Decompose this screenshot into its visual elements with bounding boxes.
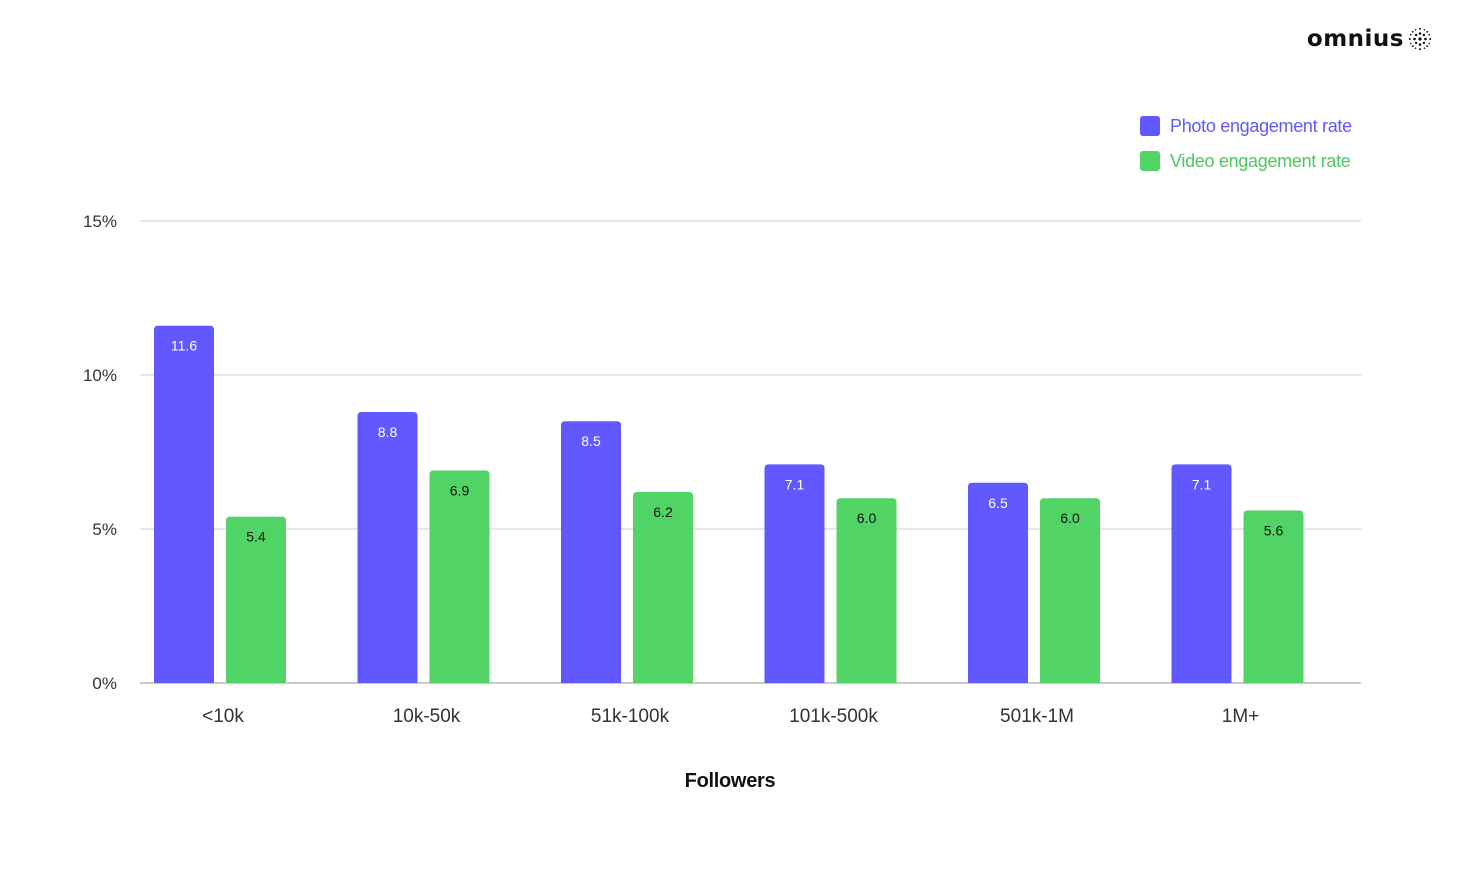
x-tick-label: 51k-100k [591,706,670,727]
y-tick-label: 0% [92,674,117,693]
bar-photo [357,411,418,683]
legend-label-photo: Photo engagement rate [1170,115,1352,136]
data-label-video: 6.2 [653,504,673,520]
data-label-video: 6.9 [450,482,470,498]
data-label-photo: 7.1 [785,476,805,492]
bar-video [1040,498,1100,683]
legend-item-photo: Photo engagement rate [1140,113,1352,139]
data-label-video: 5.4 [246,529,266,545]
bar-video [1243,510,1304,683]
data-label-photo: 11.6 [171,338,197,354]
x-tick-label: 501k-1M [1000,706,1074,727]
x-tick-label: 1M+ [1222,706,1260,727]
dotted-sphere-icon [1408,27,1432,51]
bar-video [836,498,897,683]
bar-photo [968,482,1028,683]
brand-name: omnius [1306,26,1404,52]
data-label-video: 5.6 [1264,523,1284,539]
brand-logo: omnius [1307,26,1432,52]
bar-photo [764,464,825,683]
data-label-photo: 6.5 [988,495,1008,511]
legend-label-video: Video engagement rate [1170,150,1351,171]
bar-video [226,516,286,683]
bar-video [429,470,490,683]
bar-photo [1171,464,1232,683]
bar-photo [154,325,214,683]
data-label-video: 6.0 [1060,510,1080,526]
data-label-photo: 7.1 [1192,476,1212,492]
y-tick-label: 10% [83,366,117,385]
x-tick-label: 101k-500k [789,706,878,727]
chart-legend: Photo engagement rate Video engagement r… [1140,113,1352,183]
x-tick-label: <10k [202,706,244,727]
bar-photo [561,421,621,683]
data-label-video: 6.0 [857,510,877,526]
y-tick-label: 5% [92,520,117,539]
x-axis-title: Followers [684,770,776,792]
data-label-photo: 8.5 [581,433,601,449]
legend-swatch-video [1140,151,1160,171]
legend-item-video: Video engagement rate [1140,148,1352,174]
data-label-photo: 8.8 [378,424,398,440]
x-tick-label: 10k-50k [393,706,461,727]
bar-video [633,492,693,683]
legend-swatch-photo [1140,116,1160,136]
y-tick-label: 15% [83,212,117,231]
